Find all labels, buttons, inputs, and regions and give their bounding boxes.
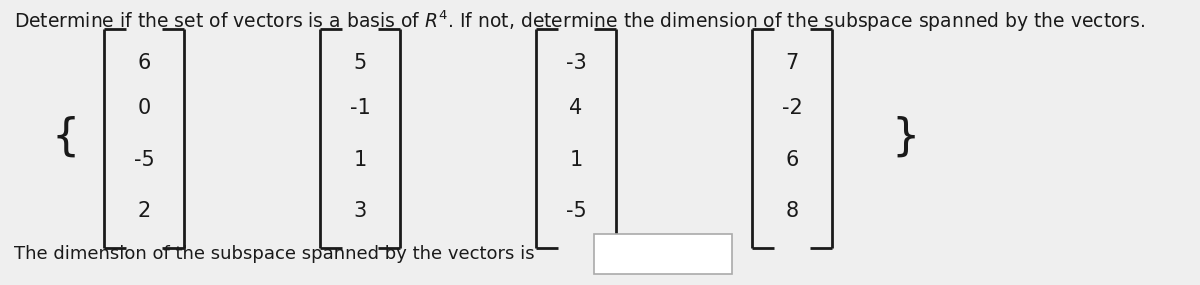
- Text: 3: 3: [353, 201, 367, 221]
- Text: 4: 4: [569, 98, 583, 118]
- Text: }: }: [892, 115, 920, 158]
- FancyBboxPatch shape: [594, 234, 732, 274]
- Text: -3: -3: [565, 53, 587, 73]
- Text: 0: 0: [137, 98, 151, 118]
- Text: {: {: [52, 115, 80, 158]
- Text: 6: 6: [785, 150, 799, 170]
- Text: 8: 8: [786, 201, 798, 221]
- Text: 7: 7: [785, 53, 799, 73]
- Text: 1: 1: [569, 150, 583, 170]
- Text: -2: -2: [781, 98, 803, 118]
- Text: -1: -1: [349, 98, 371, 118]
- Text: -5: -5: [133, 150, 155, 170]
- Text: 2: 2: [137, 201, 151, 221]
- Text: -5: -5: [565, 201, 587, 221]
- Text: The dimension of the subspace spanned by the vectors is: The dimension of the subspace spanned by…: [14, 245, 535, 263]
- Text: 1: 1: [353, 150, 367, 170]
- Text: 5: 5: [353, 53, 367, 73]
- Text: Determine if the set of vectors is a basis of $R^4$. If not, determine the dimen: Determine if the set of vectors is a bas…: [14, 9, 1146, 34]
- Text: 6: 6: [137, 53, 151, 73]
